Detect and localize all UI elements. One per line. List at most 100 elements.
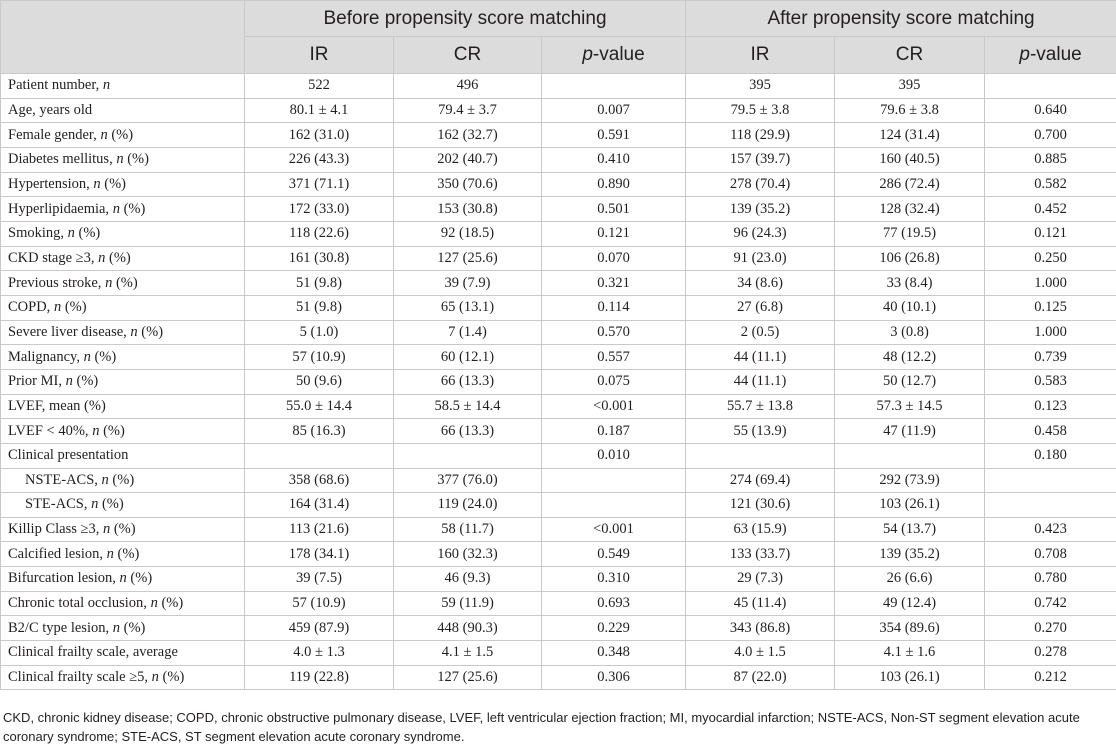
cell-after-p-value: 0.582 <box>985 172 1116 197</box>
cell-before-cr: 60 (12.1) <box>394 345 542 370</box>
cell-after-cr: 286 (72.4) <box>835 172 985 197</box>
row-label-unit: (%) <box>127 570 152 586</box>
row-label-text: Smoking, <box>8 225 68 241</box>
cell-before-cr: 202 (40.7) <box>394 147 542 172</box>
row-label-n: n <box>113 201 120 217</box>
cell-before-cr: 58 (11.7) <box>394 517 542 542</box>
cell-after-cr: 47 (11.9) <box>835 419 985 444</box>
cell-after-p-value: 1.000 <box>985 271 1116 296</box>
row-label-text: LVEF < 40%, <box>8 423 92 439</box>
row-label: Smoking, n (%) <box>1 221 245 246</box>
row-label-unit: (%) <box>159 669 184 685</box>
col-header-before-p-value: p-value <box>542 37 686 74</box>
cell-after-p-value <box>985 493 1116 518</box>
cell-after-p-value: 0.885 <box>985 147 1116 172</box>
table-row: Chronic total occlusion, n (%)57 (10.9)5… <box>1 591 1116 616</box>
p-value-suffix: -value <box>593 44 645 65</box>
cell-before-p-value: 0.310 <box>542 567 686 592</box>
cell-after-ir: 55 (13.9) <box>686 419 835 444</box>
cell-after-ir: 343 (86.8) <box>686 616 835 641</box>
table-row: Previous stroke, n (%)51 (9.8)39 (7.9)0.… <box>1 271 1116 296</box>
row-label-text: STE-ACS, <box>25 496 91 512</box>
cell-before-ir: 51 (9.8) <box>245 295 394 320</box>
table-row: Bifurcation lesion, n (%)39 (7.5)46 (9.3… <box>1 567 1116 592</box>
cell-before-cr: 59 (11.9) <box>394 591 542 616</box>
row-label-unit: (%) <box>110 521 135 537</box>
group-header-before-matching: Before propensity score matching <box>245 1 686 37</box>
header-corner <box>1 1 245 74</box>
row-label-n: n <box>100 127 107 143</box>
cell-before-cr: 4.1 ± 1.5 <box>394 641 542 666</box>
row-label-text: Clinical presentation <box>8 447 128 463</box>
cell-after-ir: 34 (8.6) <box>686 271 835 296</box>
cell-after-cr: 77 (19.5) <box>835 221 985 246</box>
cell-before-cr: 496 <box>394 74 542 99</box>
cell-before-cr: 79.4 ± 3.7 <box>394 98 542 123</box>
cell-before-ir: 57 (10.9) <box>245 591 394 616</box>
table-row: Malignancy, n (%)57 (10.9)60 (12.1)0.557… <box>1 345 1116 370</box>
table-row: Severe liver disease, n (%)5 (1.0)7 (1.4… <box>1 320 1116 345</box>
cell-after-cr: 33 (8.4) <box>835 271 985 296</box>
row-label: LVEF, mean (%) <box>1 394 245 419</box>
cell-before-ir: 5 (1.0) <box>245 320 394 345</box>
cell-before-cr: 92 (18.5) <box>394 221 542 246</box>
cell-before-p-value: 0.557 <box>542 345 686 370</box>
cell-after-cr: 4.1 ± 1.6 <box>835 641 985 666</box>
table-row: NSTE-ACS, n (%)358 (68.6)377 (76.0)274 (… <box>1 468 1116 493</box>
cell-before-ir: 459 (87.9) <box>245 616 394 641</box>
cell-before-cr: 119 (24.0) <box>394 493 542 518</box>
cell-before-ir: 164 (31.4) <box>245 493 394 518</box>
cell-before-cr: 127 (25.6) <box>394 246 542 271</box>
row-label-text: Severe liver disease, <box>8 324 130 340</box>
row-label: Patient number, n <box>1 74 245 99</box>
table-row: Calcified lesion, n (%)178 (34.1)160 (32… <box>1 542 1116 567</box>
row-label-text: Bifurcation lesion, <box>8 570 120 586</box>
cell-after-p-value: 0.458 <box>985 419 1116 444</box>
cell-before-p-value <box>542 74 686 99</box>
cell-before-p-value: 0.591 <box>542 123 686 148</box>
cell-before-ir: 371 (71.1) <box>245 172 394 197</box>
cell-before-p-value: 0.410 <box>542 147 686 172</box>
cell-after-cr: 48 (12.2) <box>835 345 985 370</box>
row-label-unit: (%) <box>120 201 145 217</box>
cell-after-p-value: 0.452 <box>985 197 1116 222</box>
cell-after-p-value: 0.121 <box>985 221 1116 246</box>
cell-before-p-value: <0.001 <box>542 517 686 542</box>
cell-before-ir: 162 (31.0) <box>245 123 394 148</box>
cell-before-cr: 153 (30.8) <box>394 197 542 222</box>
cell-before-ir: 39 (7.5) <box>245 567 394 592</box>
row-label-text: Age, years old <box>8 102 92 118</box>
cell-before-ir: 358 (68.6) <box>245 468 394 493</box>
table-row: Smoking, n (%)118 (22.6)92 (18.5) 0.121 96… <box>1 221 1116 246</box>
cell-after-p-value: 0.270 <box>985 616 1116 641</box>
row-label: STE-ACS, n (%) <box>1 493 245 518</box>
cell-after-p-value: 0.180 <box>985 443 1116 468</box>
row-label: Killip Class ≥3, n (%) <box>1 517 245 542</box>
cell-before-ir: 118 (22.6) <box>245 221 394 246</box>
row-label-text: Prior MI, <box>8 373 66 389</box>
cell-after-ir: 96 (24.3) <box>686 221 835 246</box>
group-header-after-matching: After propensity score matching <box>686 1 1116 37</box>
row-label-n: n <box>107 546 114 562</box>
p-letter: p <box>582 44 593 65</box>
cell-after-p-value: 0.123 <box>985 394 1116 419</box>
cell-after-cr: 160 (40.5) <box>835 147 985 172</box>
table-row: Hypertension, n (%)371 (71.1)350 (70.6)0… <box>1 172 1116 197</box>
row-label-text: B2/C type lesion, <box>8 620 113 636</box>
table-row: STE-ACS, n (%)164 (31.4)119 (24.0)121 (3… <box>1 493 1116 518</box>
cell-after-ir: 29 (7.3) <box>686 567 835 592</box>
row-label-text: CKD stage ≥3, <box>8 250 98 266</box>
row-label: Malignancy, n (%) <box>1 345 245 370</box>
col-header-after-p-value: p-value <box>985 37 1116 74</box>
cell-before-p-value: 0.229 <box>542 616 686 641</box>
row-label-unit: (%) <box>98 496 123 512</box>
row-label-unit: (%) <box>75 225 100 241</box>
row-label: Hyperlipidaemia, n (%) <box>1 197 245 222</box>
row-label-n: n <box>93 176 100 192</box>
cell-after-p-value: 1.000 <box>985 320 1116 345</box>
row-label: Bifurcation lesion, n (%) <box>1 567 245 592</box>
cell-before-cr: 7 (1.4) <box>394 320 542 345</box>
row-label-unit: (%) <box>91 349 116 365</box>
cell-after-ir: 2 (0.5) <box>686 320 835 345</box>
